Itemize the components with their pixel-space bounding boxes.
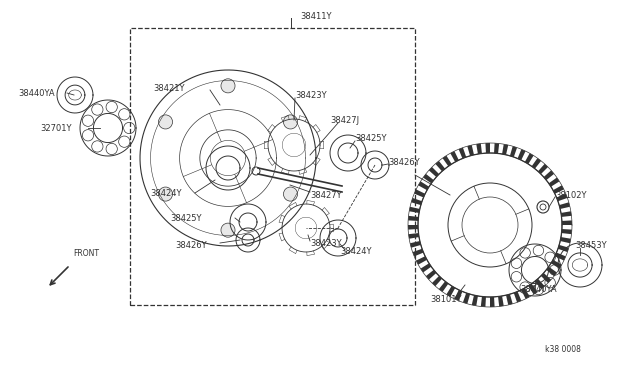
Polygon shape [506, 294, 513, 305]
Polygon shape [562, 220, 572, 225]
Polygon shape [498, 296, 504, 307]
Text: 38425Y: 38425Y [355, 134, 387, 142]
Text: k38 0008: k38 0008 [545, 346, 581, 355]
Polygon shape [408, 225, 418, 230]
Polygon shape [412, 198, 422, 205]
Polygon shape [432, 276, 442, 286]
Polygon shape [502, 144, 508, 155]
Polygon shape [518, 149, 525, 160]
Polygon shape [429, 167, 439, 177]
Text: 38424Y: 38424Y [340, 247, 371, 257]
Text: 38421Y: 38421Y [153, 83, 184, 93]
Polygon shape [514, 292, 522, 302]
Polygon shape [426, 270, 436, 280]
Text: 38102Y: 38102Y [555, 190, 586, 199]
Polygon shape [555, 253, 566, 260]
Text: 38425Y: 38425Y [170, 214, 202, 222]
Polygon shape [553, 185, 564, 194]
Polygon shape [413, 249, 424, 256]
Polygon shape [435, 161, 445, 171]
Polygon shape [420, 263, 431, 272]
Text: 38427J: 38427J [330, 115, 359, 125]
Polygon shape [538, 164, 548, 174]
Polygon shape [525, 153, 534, 164]
Polygon shape [490, 297, 495, 307]
Polygon shape [408, 216, 419, 221]
Polygon shape [551, 260, 562, 269]
Text: 38424Y: 38424Y [150, 189, 182, 198]
Text: 32701Y: 32701Y [40, 124, 72, 132]
Polygon shape [561, 229, 572, 234]
Polygon shape [423, 174, 434, 183]
Circle shape [221, 223, 235, 237]
Polygon shape [535, 279, 545, 289]
Polygon shape [560, 237, 571, 243]
Polygon shape [451, 151, 459, 162]
Text: 38440YA: 38440YA [520, 285, 557, 295]
Polygon shape [510, 146, 517, 157]
Polygon shape [561, 211, 572, 217]
Text: 38427Y: 38427Y [310, 190, 342, 199]
Polygon shape [408, 233, 419, 239]
Text: 38426Y: 38426Y [175, 241, 207, 250]
Polygon shape [557, 193, 568, 201]
Polygon shape [521, 288, 530, 299]
Polygon shape [548, 177, 559, 187]
Polygon shape [463, 293, 470, 304]
Polygon shape [541, 273, 551, 283]
Polygon shape [442, 155, 452, 166]
Text: 38423Y: 38423Y [310, 238, 342, 247]
Polygon shape [528, 284, 538, 294]
Circle shape [284, 187, 298, 201]
Circle shape [221, 79, 235, 93]
Polygon shape [494, 143, 499, 154]
Text: 38411Y: 38411Y [300, 12, 332, 20]
Polygon shape [446, 286, 455, 297]
Polygon shape [481, 296, 486, 307]
Polygon shape [544, 170, 554, 180]
Text: 38423Y: 38423Y [295, 90, 326, 99]
Polygon shape [418, 182, 429, 190]
Polygon shape [414, 189, 425, 198]
Text: 38426Y: 38426Y [388, 157, 420, 167]
Polygon shape [409, 207, 420, 213]
Polygon shape [439, 281, 449, 292]
Text: 38101Y: 38101Y [430, 295, 461, 305]
Polygon shape [476, 144, 482, 154]
Polygon shape [532, 158, 541, 169]
Text: 38453Y: 38453Y [575, 241, 607, 250]
Polygon shape [559, 202, 570, 209]
Circle shape [159, 187, 173, 201]
Polygon shape [547, 267, 557, 276]
Bar [130, 28, 415, 305]
Text: 38440YA: 38440YA [18, 89, 54, 97]
Polygon shape [472, 295, 478, 306]
Polygon shape [454, 290, 463, 301]
Polygon shape [416, 256, 427, 264]
Circle shape [284, 115, 298, 129]
Circle shape [159, 115, 173, 129]
Polygon shape [410, 241, 421, 248]
Polygon shape [485, 143, 490, 153]
Polygon shape [459, 148, 466, 158]
Polygon shape [467, 145, 474, 156]
Polygon shape [558, 245, 569, 252]
Text: FRONT: FRONT [73, 249, 99, 258]
